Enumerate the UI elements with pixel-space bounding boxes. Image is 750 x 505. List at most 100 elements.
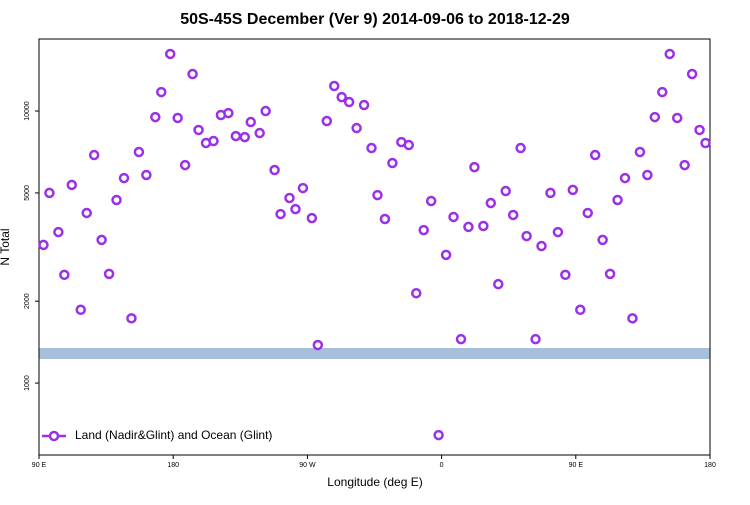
point <box>425 195 437 207</box>
point <box>634 146 646 158</box>
glint-band <box>39 348 710 359</box>
plot-frame <box>38 38 711 456</box>
point <box>164 48 176 60</box>
point <box>336 91 347 103</box>
x-tick-label: 90 W <box>299 462 316 469</box>
x-tick-label: 90 E <box>32 462 47 469</box>
point <box>521 230 532 242</box>
point <box>351 122 362 134</box>
point <box>545 187 556 199</box>
point <box>81 207 92 219</box>
point <box>230 130 242 142</box>
point <box>552 226 564 238</box>
point <box>208 135 219 147</box>
point <box>321 115 333 127</box>
point <box>657 86 668 98</box>
y-tick-label: 10000 <box>24 101 31 121</box>
point <box>156 86 167 98</box>
point <box>254 127 265 139</box>
point <box>700 137 711 149</box>
point <box>469 161 480 173</box>
point <box>141 169 152 181</box>
point <box>433 429 444 441</box>
x-axis-label: Longitude (deg E) <box>327 475 422 489</box>
point <box>530 333 541 345</box>
point <box>575 304 586 316</box>
point <box>686 68 698 80</box>
point <box>493 278 504 290</box>
point <box>150 111 161 123</box>
y-axis-label: N Total <box>0 228 12 265</box>
point <box>485 197 497 209</box>
point <box>179 159 191 171</box>
legend-marker <box>48 430 60 442</box>
point <box>275 208 286 220</box>
point <box>448 211 459 223</box>
point <box>619 172 631 184</box>
point <box>463 221 474 233</box>
point <box>671 112 683 124</box>
point <box>440 249 452 261</box>
point <box>515 142 526 154</box>
point <box>59 269 70 281</box>
point <box>387 157 398 169</box>
point <box>260 105 271 117</box>
point <box>597 234 608 246</box>
point <box>193 124 204 136</box>
point <box>96 234 107 246</box>
point <box>290 203 301 215</box>
point <box>642 169 653 181</box>
point <box>44 187 55 199</box>
point <box>507 209 519 221</box>
legend-label: Land (Nadir&Glint) and Ocean (Glint) <box>75 428 272 442</box>
point <box>358 99 370 111</box>
y-tick-label: 5000 <box>24 185 31 201</box>
point <box>172 112 183 124</box>
point <box>88 149 100 161</box>
point <box>478 220 489 232</box>
point <box>589 149 601 161</box>
point <box>560 269 571 281</box>
point <box>53 226 64 238</box>
y-tick-label: 2000 <box>24 293 31 309</box>
point <box>567 184 579 196</box>
point <box>612 194 623 206</box>
point <box>403 139 415 151</box>
x-tick-label: 180 <box>704 462 716 469</box>
point <box>418 224 429 236</box>
point <box>103 268 115 280</box>
point <box>328 80 340 92</box>
point <box>664 48 675 60</box>
point <box>111 194 122 206</box>
point <box>582 207 593 219</box>
point <box>306 212 318 224</box>
point <box>245 116 256 128</box>
point <box>379 213 391 225</box>
point <box>38 239 49 251</box>
point <box>269 164 280 176</box>
point <box>604 268 616 280</box>
point <box>187 68 198 80</box>
point <box>455 333 467 345</box>
point <box>284 192 295 204</box>
point <box>694 124 705 136</box>
point <box>118 172 130 184</box>
point <box>75 304 87 316</box>
x-tick-label: 180 <box>167 462 179 469</box>
point <box>627 313 638 324</box>
point <box>536 240 547 252</box>
point <box>679 159 690 171</box>
x-tick-label: 0 <box>440 462 444 469</box>
point <box>366 142 377 154</box>
point <box>372 189 383 201</box>
point <box>312 339 324 351</box>
x-tick-label: 90 E <box>569 462 584 469</box>
y-tick-label: 1000 <box>24 375 31 391</box>
point <box>126 313 137 324</box>
point <box>297 182 309 194</box>
point <box>343 96 355 108</box>
point <box>649 111 661 123</box>
chart-title: 50S-45S December (Ver 9) 2014-09-06 to 2… <box>180 11 570 28</box>
point <box>411 287 422 299</box>
